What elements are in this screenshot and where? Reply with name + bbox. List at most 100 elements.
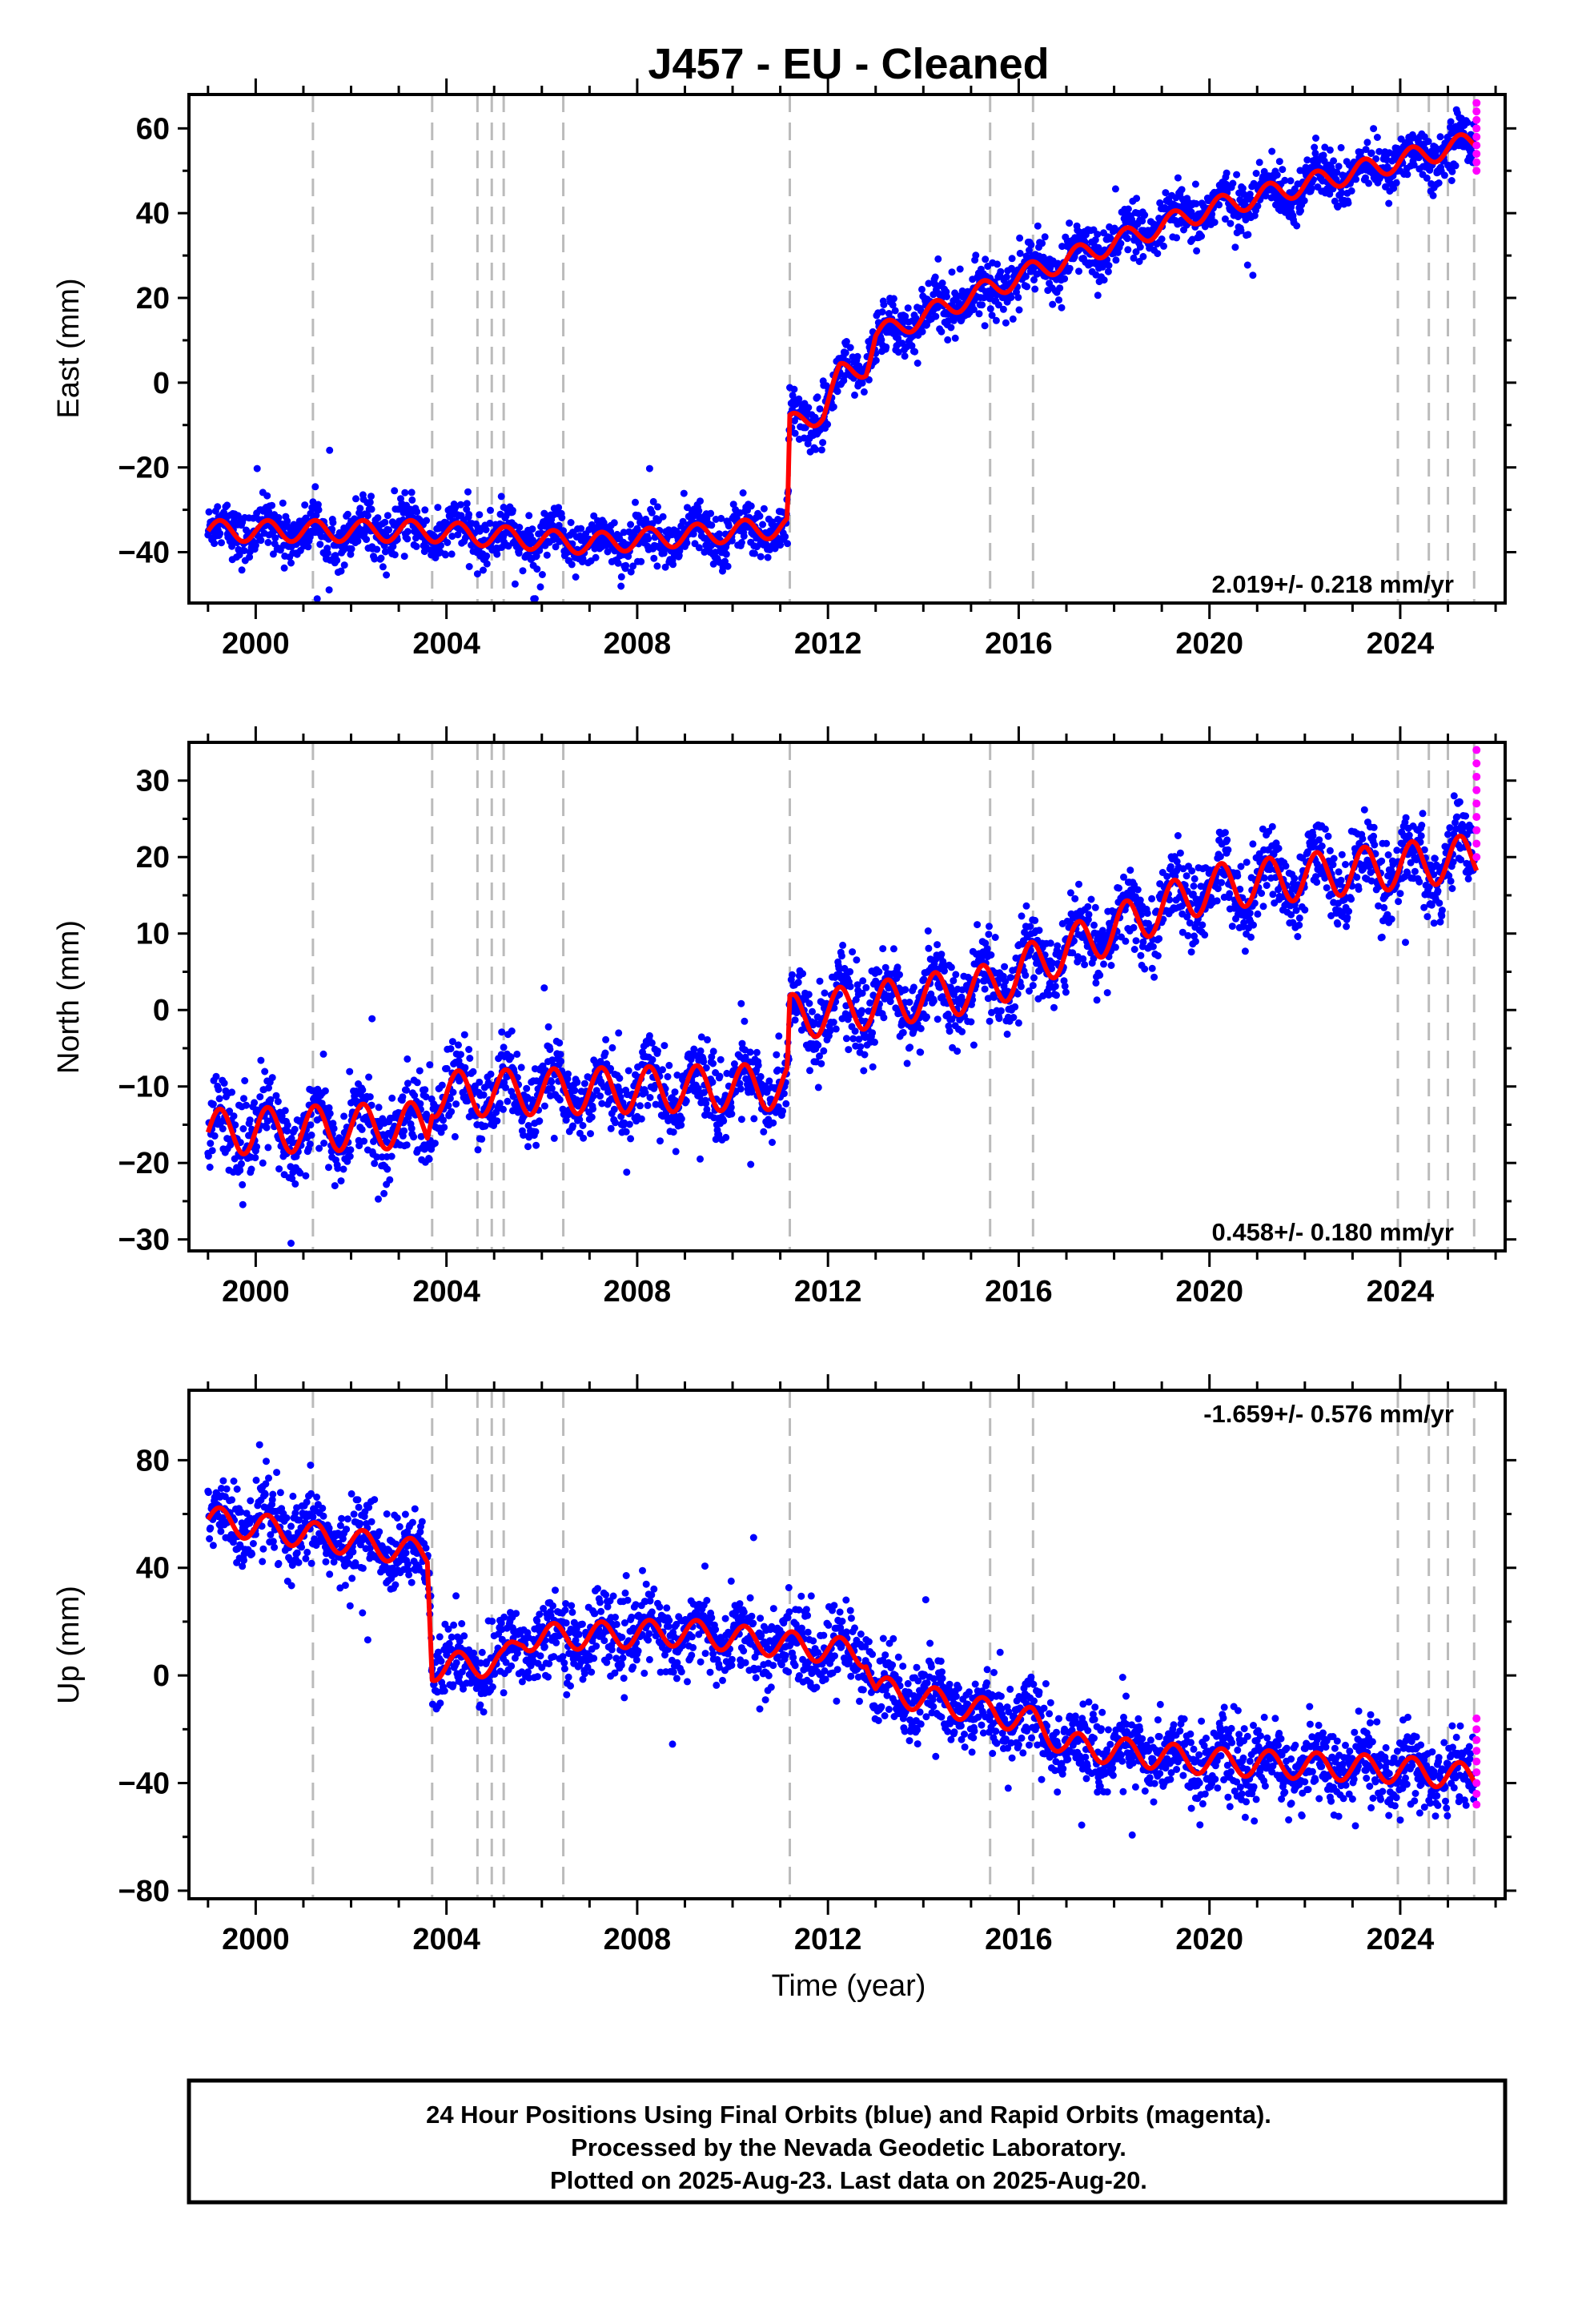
north-velocity-label: 0.458+/- 0.180 mm/yr [1212, 1218, 1454, 1246]
north-x-tick-label: 2008 [604, 1275, 672, 1309]
east-rapid-orbit-point [1472, 158, 1481, 167]
north-axis-label: North (mm) [52, 920, 86, 1074]
north-rapid-orbit-point [1472, 839, 1481, 848]
east-rapid-orbit-point [1472, 167, 1481, 175]
east-rapid-points [1472, 99, 1481, 175]
up-rapid-orbit-point [1472, 1747, 1481, 1755]
north-rapid-orbit-point [1472, 853, 1481, 862]
east-rapid-orbit-point [1472, 141, 1481, 150]
up-rapid-points [1472, 1714, 1481, 1809]
up-rapid-orbit-point [1472, 1779, 1481, 1787]
north-y-ticks: −30 −20 −10 0 10 20 30 [118, 765, 1516, 1257]
up-x-tick-label: 2020 [1175, 1923, 1243, 1956]
east-plot-frame [187, 93, 1507, 605]
up-rapid-orbit-point [1472, 1725, 1481, 1734]
up-model-fit-line [206, 1505, 1479, 1790]
up-x-ticks: 2000 2004 2008 2012 2016 2020 2024 [207, 1374, 1497, 1956]
north-x-tick-label: 2024 [1367, 1275, 1435, 1309]
footer-line-1: 24 Hour Positions Using Final Orbits (bl… [426, 2101, 1271, 2129]
east-y-tick-label: 20 [136, 282, 170, 316]
east-x-tick-label: 2012 [794, 627, 862, 661]
north-model-fit-line [205, 834, 1480, 1156]
up-event-lines [311, 1390, 1476, 1899]
north-rapid-points [1472, 746, 1481, 862]
up-y-tick-label: −40 [118, 1767, 170, 1801]
east-x-ticks: 2000 2004 2008 2012 2016 2020 2024 [207, 78, 1497, 661]
east-axis-label: East (mm) [52, 278, 86, 418]
north-y-tick-label: −30 [118, 1224, 170, 1257]
up-y-tick-label: 80 [136, 1444, 170, 1478]
up-x-tick-label: 2012 [794, 1923, 862, 1956]
north-x-tick-label: 2020 [1175, 1275, 1243, 1309]
east-y-tick-label: 0 [153, 367, 170, 400]
up-x-tick-label: 2016 [985, 1923, 1053, 1956]
north-x-tick-label: 2000 [222, 1275, 290, 1309]
north-rapid-orbit-point [1472, 759, 1481, 768]
up-x-tick-label: 2024 [1367, 1923, 1435, 1956]
east-y-tick-label: 40 [136, 197, 170, 231]
north-rapid-orbit-point [1472, 746, 1481, 754]
up-y-tick-label: −80 [118, 1875, 170, 1908]
north-x-tick-label: 2012 [794, 1275, 862, 1309]
east-rapid-orbit-point [1472, 150, 1481, 159]
north-y-tick-label: 30 [136, 765, 170, 798]
east-x-tick-label: 2020 [1175, 627, 1243, 661]
east-panel: 2000 2004 2008 2012 2016 2020 2024 −40 −20 0 20 40… [52, 78, 1516, 661]
east-y-tick-label: −40 [118, 537, 170, 570]
up-x-tick-label: 2008 [604, 1923, 672, 1956]
up-plot-frame [187, 1389, 1507, 1900]
north-x-tick-label: 2016 [985, 1275, 1053, 1309]
north-data-points [204, 792, 1478, 1247]
north-x-tick-label: 2004 [412, 1275, 480, 1309]
north-x-ticks: 2000 2004 2008 2012 2016 2020 2024 [207, 726, 1497, 1309]
north-rapid-orbit-point [1472, 813, 1481, 822]
footer-line-2: Processed by the Nevada Geodetic Laborat… [571, 2133, 1126, 2161]
up-y-ticks: −80 −40 0 40 80 [118, 1444, 1516, 1908]
north-rapid-orbit-point [1472, 826, 1481, 834]
east-rapid-orbit-point [1472, 99, 1481, 107]
up-rapid-orbit-point [1472, 1789, 1481, 1798]
up-panel: 2000 2004 2008 2012 2016 2020 2024 −80 −40 0 40 80… [52, 1374, 1516, 1956]
north-y-tick-label: 0 [153, 994, 170, 1027]
north-rapid-orbit-point [1472, 772, 1481, 781]
east-rapid-orbit-point [1472, 132, 1481, 141]
east-rapid-orbit-point [1472, 115, 1481, 124]
east-rapid-orbit-point [1472, 124, 1481, 133]
east-x-tick-label: 2016 [985, 627, 1053, 661]
north-y-tick-label: 10 [136, 918, 170, 951]
north-rapid-orbit-point [1472, 799, 1481, 808]
east-y-tick-label: −20 [118, 452, 170, 485]
footer-line-3: Plotted on 2025-Aug-23. Last data on 202… [550, 2166, 1147, 2194]
east-velocity-label: 2.019+/- 0.218 mm/yr [1212, 570, 1454, 598]
north-panel: 2000 2004 2008 2012 2016 2020 2024 −30 −20 −10 0 1… [52, 726, 1516, 1309]
north-y-tick-label: −10 [118, 1071, 170, 1104]
east-x-tick-label: 2008 [604, 627, 672, 661]
up-rapid-orbit-point [1472, 1800, 1481, 1809]
up-rapid-orbit-point [1472, 1768, 1481, 1777]
up-axis-label: Up (mm) [52, 1586, 86, 1704]
north-model-line [205, 834, 1480, 1156]
east-model-fit-line [206, 132, 1479, 556]
east-x-tick-label: 2004 [412, 627, 480, 661]
east-x-tick-label: 2024 [1367, 627, 1435, 661]
north-y-tick-label: −20 [118, 1147, 170, 1180]
up-rapid-orbit-point [1472, 1714, 1481, 1723]
footer-frame [187, 2078, 1508, 2205]
east-y-tick-label: 60 [136, 112, 170, 146]
north-plot-frame [187, 741, 1507, 1252]
east-final-orbit-points [204, 106, 1478, 603]
east-x-tick-label: 2000 [222, 627, 290, 661]
chart-title: J457 - EU - Cleaned [648, 40, 1049, 88]
east-y-ticks: −40 −20 0 20 40 60 [118, 112, 1516, 570]
up-rapid-orbit-point [1472, 1735, 1481, 1744]
up-y-tick-label: 0 [153, 1659, 170, 1693]
footer-box: 24 Hour Positions Using Final Orbits (bl… [187, 2078, 1508, 2205]
up-y-tick-label: 40 [136, 1552, 170, 1586]
up-model-line [206, 1505, 1479, 1790]
up-x-tick-label: 2004 [412, 1923, 480, 1956]
north-rapid-orbit-point [1472, 786, 1481, 794]
north-final-orbit-points [204, 792, 1478, 1247]
east-rapid-orbit-point [1472, 107, 1481, 116]
x-axis-label: Time (year) [772, 1969, 926, 2003]
